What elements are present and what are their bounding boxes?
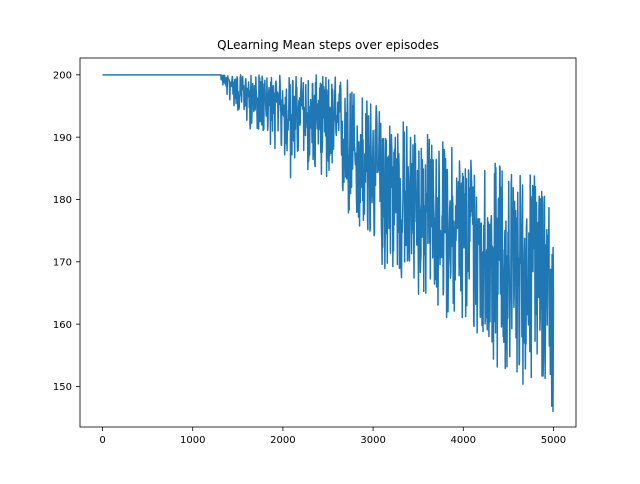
- x-tick-label: 0: [99, 435, 105, 446]
- y-tick-label: 200: [53, 70, 72, 81]
- axes: 0 1000 2000 3000 4000 5000 150 160 170 180 190 200: [53, 57, 577, 446]
- x-tick-label: 1000: [180, 435, 205, 446]
- y-tick-label: 160: [53, 320, 72, 331]
- x-tick-label: 2000: [270, 435, 295, 446]
- series-line-0: [102, 74, 555, 413]
- x-tick-label: 4000: [451, 435, 476, 446]
- x-tick-label: 5000: [541, 435, 566, 446]
- y-tick-label: 180: [53, 195, 72, 206]
- axes-frame: [79, 57, 577, 428]
- y-tick-label: 190: [53, 133, 72, 144]
- x-tick-label: 3000: [360, 435, 385, 446]
- y-tick-label: 150: [53, 382, 72, 393]
- plot-area: [102, 74, 555, 413]
- chart-title: QLearning Mean steps over episodes: [217, 38, 439, 52]
- y-tick-label: 170: [53, 257, 72, 268]
